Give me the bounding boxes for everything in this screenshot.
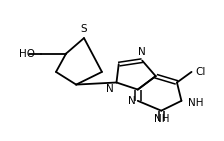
Text: Cl: Cl xyxy=(195,67,205,77)
Text: NH: NH xyxy=(153,114,169,124)
Text: N: N xyxy=(128,96,136,106)
Text: NH: NH xyxy=(188,98,204,108)
Text: N: N xyxy=(138,47,146,57)
Text: S: S xyxy=(81,24,87,34)
Text: N: N xyxy=(106,84,114,94)
Text: HO: HO xyxy=(19,49,35,59)
